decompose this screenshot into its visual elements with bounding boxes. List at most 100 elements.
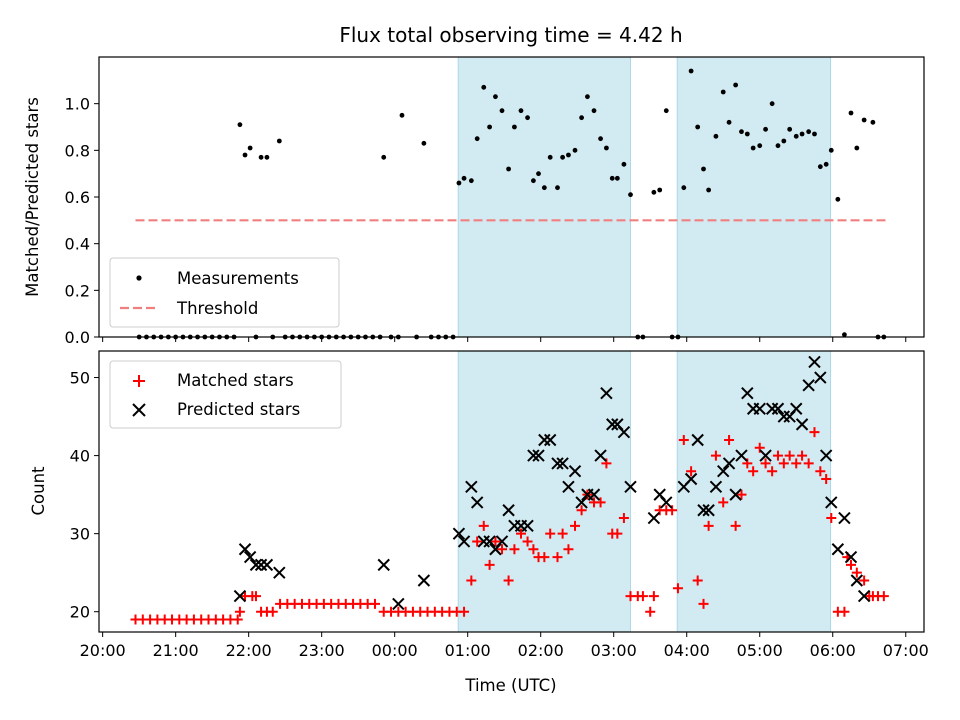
matched-stars-point — [710, 450, 721, 461]
measurement-point — [572, 147, 578, 153]
measurement-point — [421, 140, 427, 146]
bottom-panel-frame — [98, 350, 925, 633]
matched-stars-point — [784, 450, 795, 461]
matched-stars-point — [503, 575, 514, 586]
legend-matched-marker — [133, 375, 145, 387]
measurement-point — [609, 175, 615, 181]
measurement-point — [499, 108, 505, 114]
predicted-stars-point — [819, 449, 833, 462]
x-tick-label: 02:00 — [518, 641, 564, 660]
predicted-stars-point — [527, 449, 540, 462]
predicted-stars-point — [722, 457, 736, 470]
measurement-point — [566, 152, 571, 158]
predicted-stars-point — [417, 574, 431, 587]
matched-stars-point — [692, 575, 703, 586]
x-tick-label: 00:00 — [372, 641, 418, 660]
predicted-stars-point — [238, 543, 252, 556]
bottom-stars-series — [130, 355, 889, 625]
measurement-point — [835, 196, 841, 202]
predicted-stars-point — [795, 418, 809, 431]
measurement-point — [733, 82, 739, 88]
predicted-stars-point — [691, 433, 704, 447]
measurement-point — [870, 119, 876, 125]
measurement-point — [828, 147, 834, 153]
predicted-stars-point — [260, 558, 274, 572]
measurement-point — [264, 154, 270, 160]
predicted-stars-point — [568, 464, 582, 478]
x-tick-label: 05:00 — [737, 641, 783, 660]
matched-stars-point — [678, 434, 689, 445]
matched-stars-point — [472, 536, 483, 547]
predicted-stars-point — [777, 410, 791, 423]
predicted-stars-point — [502, 504, 515, 517]
top-y-tick-label: 0.4 — [65, 235, 90, 254]
measurement-point — [769, 101, 775, 107]
measurement-point — [628, 192, 633, 198]
measurement-point — [258, 154, 264, 160]
matched-stars-point — [803, 458, 814, 469]
measurement-point — [456, 180, 462, 186]
predicted-stars-point — [606, 418, 619, 431]
predicted-stars-point — [825, 496, 838, 509]
predicted-stars-point — [392, 597, 405, 611]
legend-predicted-label: Predicted stars — [177, 400, 300, 419]
measurement-point — [842, 332, 847, 338]
bottom-x-ticks: 20:00 21:00 22:00 23:00 00:00 01:00 02:00 03:00… — [80, 632, 929, 660]
matched-stars-point — [528, 544, 539, 555]
matched-stars-point — [490, 536, 501, 547]
measurement-point — [806, 129, 812, 135]
predicted-stars-point — [831, 543, 845, 556]
measurement-point — [487, 124, 492, 130]
predicted-stars-point — [495, 535, 509, 548]
bottom-legend: Matched stars Predicted stars — [109, 360, 342, 429]
matched-stars-point — [730, 520, 741, 531]
predicted-stars-point — [709, 480, 723, 494]
matched-stars-point — [698, 598, 709, 609]
measurement-point — [681, 185, 687, 191]
matched-stars-point — [821, 474, 832, 485]
measurement-point — [518, 108, 524, 114]
predicted-stars-point — [587, 488, 601, 501]
matched-stars-point — [570, 520, 581, 531]
bottom-y-tick-label: 40 — [70, 447, 90, 466]
predicted-stars-point — [617, 425, 631, 439]
predicted-stars-point — [844, 550, 858, 564]
measurement-point — [713, 133, 719, 139]
measurement-point — [579, 115, 584, 121]
measurement-point — [525, 115, 530, 121]
measurement-point — [493, 94, 498, 100]
x-tick-label: 20:00 — [80, 641, 126, 660]
bottom-y-tick-label: 20 — [70, 603, 90, 622]
bottom-y-tick-label: 30 — [70, 525, 90, 544]
measurement-point — [744, 131, 750, 137]
measurement-point — [242, 152, 248, 158]
measurement-point — [750, 145, 756, 151]
matched-stars-point — [686, 466, 697, 477]
top-shaded-interval-2 — [676, 56, 832, 338]
matched-stars-point — [826, 513, 837, 524]
predicted-stars-point — [600, 386, 613, 400]
x-tick-label: 07:00 — [883, 641, 929, 660]
matched-stars-point — [672, 583, 683, 594]
measurement-point — [663, 108, 669, 114]
measurement-point — [861, 117, 867, 123]
predicted-stars-point — [377, 558, 390, 572]
matched-stars-point — [760, 458, 771, 469]
predicted-stars-point — [765, 402, 779, 415]
top-y-axis-label: Matched/Predicted stars — [23, 97, 42, 297]
legend-predicted-marker — [132, 403, 146, 417]
measurement-point — [237, 122, 243, 128]
predicted-stars-point — [575, 496, 588, 509]
matched-stars-point — [509, 544, 520, 555]
matched-stars-point — [484, 559, 495, 570]
measurement-point — [461, 175, 467, 181]
predicted-stars-point — [753, 402, 766, 415]
x-tick-label: 22:00 — [226, 641, 272, 660]
predicted-stars-point — [465, 480, 478, 494]
predicted-stars-point — [273, 566, 286, 579]
matched-stars-point — [618, 513, 629, 524]
top-y-tick-label: 0.8 — [65, 141, 90, 160]
measurement-point — [706, 187, 712, 193]
measurement-point — [757, 143, 763, 149]
